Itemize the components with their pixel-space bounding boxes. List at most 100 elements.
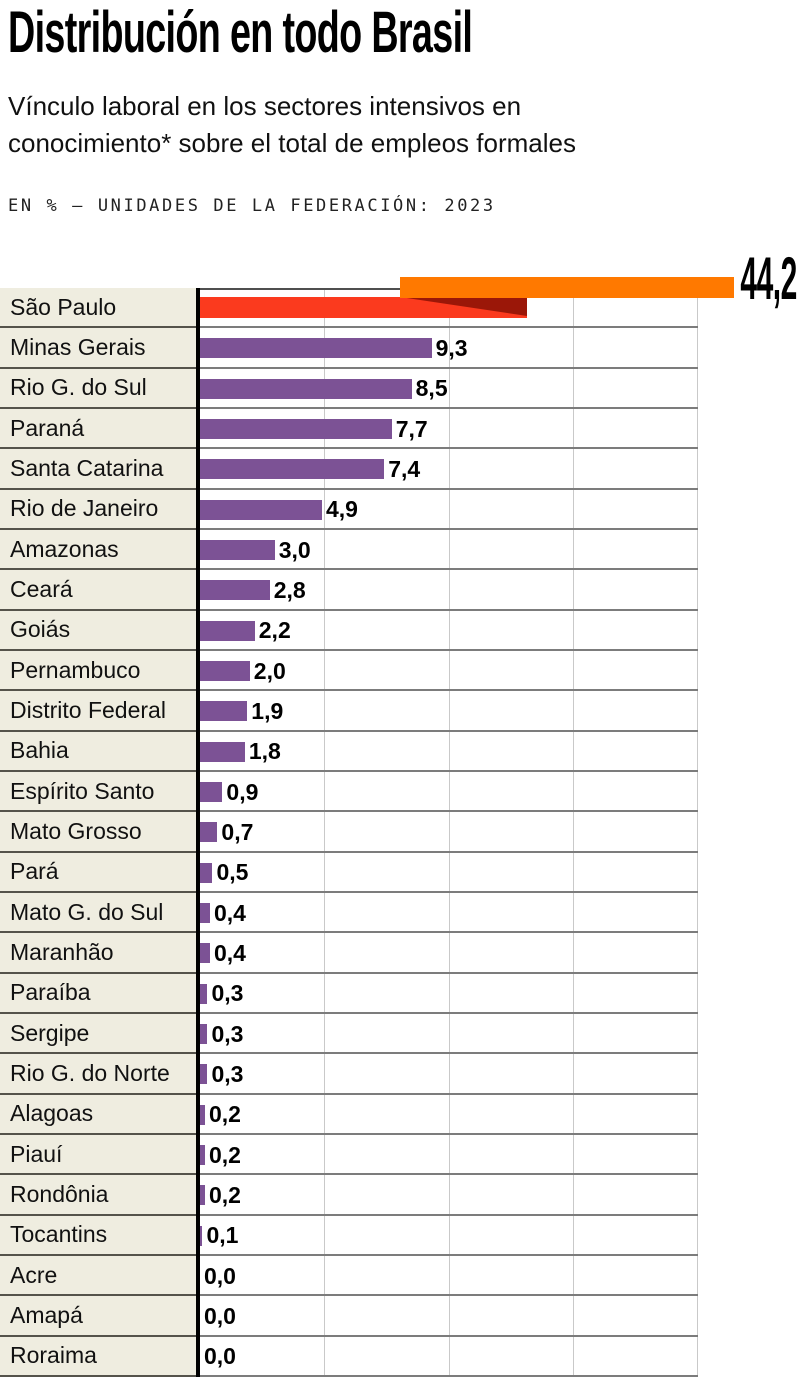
y-axis-line bbox=[196, 449, 200, 490]
overflow-folded-bar bbox=[200, 277, 734, 318]
row-plot-area: 0,7 0,7 bbox=[200, 812, 800, 853]
row-label: Ceará bbox=[0, 570, 196, 611]
row-label: Minas Gerais bbox=[0, 328, 196, 369]
value-label: 0,3 bbox=[211, 980, 244, 1007]
row-plot-area: 3,0 3,0 bbox=[200, 529, 800, 571]
row-label: Roraima bbox=[0, 1336, 196, 1377]
gridlines bbox=[200, 1134, 698, 1176]
gridlines bbox=[200, 529, 698, 571]
gridlines bbox=[200, 1255, 698, 1297]
row-label: Pernambuco bbox=[0, 650, 196, 692]
value-label: 0,0 bbox=[204, 1302, 236, 1329]
chart-row: Distrito Federal 1,9 1,9 bbox=[0, 691, 800, 732]
y-axis-line bbox=[196, 731, 200, 772]
value-label: 9,3 bbox=[435, 334, 468, 361]
overflow-value-label: 44,2 bbox=[740, 245, 798, 312]
value-label: 4,9 bbox=[326, 496, 358, 523]
bar bbox=[200, 1185, 205, 1206]
row-label: Espírito Santo bbox=[0, 771, 196, 813]
chart-row: Bahia 1,8 1,8 bbox=[0, 731, 800, 772]
y-axis-line bbox=[196, 1215, 200, 1256]
y-axis-line bbox=[196, 570, 200, 611]
y-axis-line bbox=[196, 650, 200, 692]
row-plot-area: 7,4 7,4 bbox=[200, 449, 800, 490]
value-label: 0,2 bbox=[208, 1141, 241, 1168]
row-plot-area: 0,0 0,0 bbox=[200, 1255, 800, 1297]
value-label: 0,4 bbox=[213, 899, 246, 926]
bar bbox=[200, 943, 210, 964]
bar bbox=[200, 782, 223, 803]
chart-row: Rio G. do Norte 0,3 0,3 bbox=[0, 1054, 800, 1095]
bar bbox=[200, 459, 385, 480]
row-plot-area: 0,3 0,3 bbox=[200, 1013, 800, 1055]
row-label: Alagoas bbox=[0, 1094, 196, 1135]
value-label: 7,4 bbox=[388, 455, 421, 482]
value-label: 7,7 bbox=[395, 415, 428, 442]
y-axis-line bbox=[196, 812, 200, 853]
y-axis-line bbox=[196, 892, 200, 934]
y-axis-line bbox=[196, 691, 200, 732]
row-plot-area: 0,4 0,4 bbox=[200, 892, 800, 934]
row-label: Amapá bbox=[0, 1296, 196, 1337]
bar bbox=[200, 620, 255, 641]
chart-row: Amazonas 3,0 3,0 bbox=[0, 529, 800, 571]
gridlines bbox=[200, 812, 698, 853]
row-label: Sergipe bbox=[0, 1013, 196, 1055]
chart-row: São Paulo 44,2 44,2 bbox=[0, 249, 800, 329]
row-label: Bahia bbox=[0, 731, 196, 772]
value-label: 0,3 bbox=[211, 1060, 244, 1087]
gridlines bbox=[200, 1175, 698, 1216]
gridlines bbox=[200, 570, 698, 611]
chart-row: Rio de Janeiro 4,9 4,9 bbox=[0, 489, 800, 530]
bar-chart: São Paulo 44,2 44,2 Minas Gerais 9,3 bbox=[0, 249, 800, 1377]
value-label: 8,5 bbox=[415, 375, 448, 402]
value-label: 0,0 bbox=[204, 1343, 236, 1370]
gridlines bbox=[200, 610, 698, 651]
row-plot-area: 1,9 1,9 bbox=[200, 691, 800, 732]
row-plot-area: 0,3 0,3 bbox=[200, 1054, 800, 1095]
gridlines bbox=[200, 771, 698, 813]
y-axis-line bbox=[196, 328, 200, 369]
y-axis-line bbox=[196, 610, 200, 651]
chart-body: São Paulo 44,2 44,2 Minas Gerais 9,3 bbox=[0, 249, 800, 1377]
chart-row: Goiás 2,2 2,2 bbox=[0, 610, 800, 651]
bar bbox=[200, 580, 270, 601]
row-plot-area: 44,2 44,2 bbox=[200, 249, 800, 329]
y-axis-line bbox=[196, 1054, 200, 1095]
row-label: Paraíba bbox=[0, 973, 196, 1014]
row-plot-area: 8,5 8,5 bbox=[200, 368, 800, 409]
row-label: Paraná bbox=[0, 408, 196, 450]
row-plot-area: 0,4 0,4 bbox=[200, 933, 800, 974]
chart-row: Piauí 0,2 0,2 bbox=[0, 1134, 800, 1176]
bar bbox=[200, 1024, 208, 1045]
gridlines bbox=[200, 1215, 698, 1256]
gridlines bbox=[200, 1094, 698, 1135]
y-axis-line bbox=[196, 408, 200, 450]
row-plot-area: 0,1 0,1 bbox=[200, 1215, 800, 1256]
row-label: Pará bbox=[0, 852, 196, 893]
y-axis-line bbox=[196, 1296, 200, 1337]
gridlines bbox=[200, 1054, 698, 1095]
value-label: 2,8 bbox=[273, 576, 306, 603]
value-label: 0,9 bbox=[226, 778, 259, 805]
gridlines bbox=[200, 933, 698, 974]
row-plot-area: 7,7 7,7 bbox=[200, 408, 800, 450]
value-label: 0,2 bbox=[208, 1101, 241, 1128]
value-label: 0,1 bbox=[206, 1222, 239, 1249]
y-axis-line bbox=[196, 1134, 200, 1176]
bar bbox=[200, 661, 250, 682]
row-plot-area: 4,9 4,9 bbox=[200, 489, 800, 530]
row-label: Rondônia bbox=[0, 1175, 196, 1216]
chart-row: Rondônia 0,2 0,2 bbox=[0, 1175, 800, 1216]
bar bbox=[200, 1225, 203, 1246]
row-plot-area: 2,2 2,2 bbox=[200, 610, 800, 651]
y-axis-line bbox=[196, 933, 200, 974]
row-label: Rio G. do Sul bbox=[0, 368, 196, 409]
bar bbox=[200, 419, 392, 440]
y-axis-line bbox=[196, 288, 200, 329]
row-label: Amazonas bbox=[0, 529, 196, 571]
row-label: Rio de Janeiro bbox=[0, 489, 196, 530]
bar bbox=[200, 1064, 208, 1085]
chart-row: Alagoas 0,2 0,2 bbox=[0, 1094, 800, 1135]
row-plot-area: 2,0 2,0 bbox=[200, 650, 800, 692]
